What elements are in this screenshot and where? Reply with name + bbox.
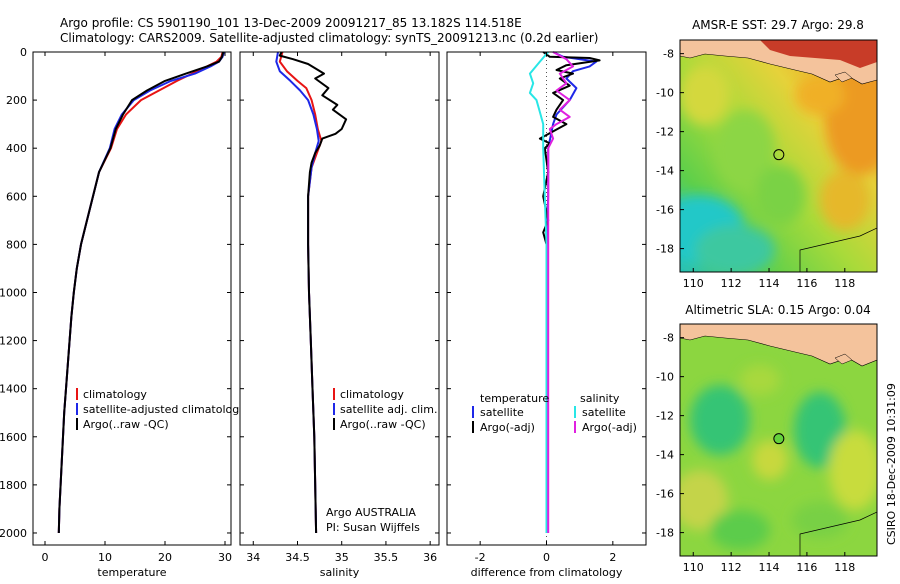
argo-position-marker xyxy=(773,149,785,161)
y-tick-label: 1800 xyxy=(0,479,27,492)
sla-map-coastline xyxy=(680,324,877,556)
y-tick-label: -16 xyxy=(656,204,674,217)
legend-entry: satellite xyxy=(480,406,524,419)
y-tick-label: -8 xyxy=(663,48,674,61)
x-tick-label: 114 xyxy=(759,277,780,290)
y-tick-label: -18 xyxy=(656,527,674,540)
legend-right-title: salinity xyxy=(580,392,620,405)
x-tick-label: 0 xyxy=(543,551,550,564)
profile-panel-3: -2 0 2 difference from climatology xyxy=(446,51,647,579)
profile-panel-2: 34 34.5 35 35.5 36 salinity xyxy=(239,51,440,579)
y-tick-label: 1200 xyxy=(0,335,27,348)
map-frame xyxy=(679,39,878,273)
y-tick-label: -14 xyxy=(656,449,674,462)
sst-map-coastline xyxy=(680,40,877,272)
sla-map-field xyxy=(680,324,877,556)
y-tick-label: 400 xyxy=(6,142,27,155)
y-tick-label: 1400 xyxy=(0,383,27,396)
series-line-2 xyxy=(275,51,320,534)
y-tick-label: 600 xyxy=(6,190,27,203)
y-tick-label: -10 xyxy=(656,87,674,100)
x-tick-label: 110 xyxy=(683,277,704,290)
x-tick-label: 114 xyxy=(759,561,780,574)
plot-layer: 0 10 20 30020040060080010001200140016001800… xyxy=(0,39,878,579)
y-tick-label: 200 xyxy=(6,94,27,107)
series-line-3 xyxy=(57,51,225,534)
salinity-annotation-line-2: PI: Susan Wijffels xyxy=(326,521,420,534)
x-tick-label: 10 xyxy=(98,551,112,564)
sst-map-title: AMSR-E SST: 29.7 Argo: 29.8 xyxy=(692,18,864,32)
legend-entry: satellite xyxy=(582,406,626,419)
sst-map-axes: 110 112 114 116 118 -8 -10 -12 -14 -16 -18 xyxy=(656,39,878,290)
x-tick-label: -2 xyxy=(475,551,486,564)
legend-entry: Argo(..raw -QC) xyxy=(340,418,426,431)
y-tick-label: 800 xyxy=(6,238,27,251)
series-line-1 xyxy=(545,51,598,533)
x-axis-label: difference from climatology xyxy=(471,566,623,579)
x-axis-label: temperature xyxy=(97,566,166,579)
x-tick-label: 35.5 xyxy=(374,551,399,564)
legend-entry: Argo(-adj) xyxy=(480,421,535,434)
x-tick-label: 30 xyxy=(218,551,232,564)
title-line-2: Climatology: CARS2009. Satellite-adjuste… xyxy=(60,31,598,45)
x-tick-label: 0 xyxy=(42,551,49,564)
x-axis-label: salinity xyxy=(320,566,360,579)
legend-entry: climatology xyxy=(340,388,404,401)
y-tick-label: -12 xyxy=(656,410,674,423)
y-tick-label: -12 xyxy=(656,126,674,139)
salinity-annotation-line-1: Argo AUSTRALIA xyxy=(326,506,416,519)
y-tick-label: -16 xyxy=(656,488,674,501)
x-tick-label: 34.5 xyxy=(285,551,310,564)
series-line-2 xyxy=(57,51,225,534)
x-tick-label: 112 xyxy=(721,277,742,290)
x-tick-label: 118 xyxy=(834,561,855,574)
x-tick-label: 36 xyxy=(423,551,437,564)
plot-frame xyxy=(32,51,232,546)
legend-entry: satellite adj. clim. xyxy=(340,403,437,416)
x-tick-label: 116 xyxy=(796,561,817,574)
plot-frame xyxy=(239,51,440,546)
legend-entry: Argo(-adj) xyxy=(582,421,637,434)
x-tick-label: 110 xyxy=(683,561,704,574)
y-tick-label: -14 xyxy=(656,165,674,178)
side-label: CSIRO 18-Dec-2009 10:31:09 xyxy=(885,383,898,545)
x-tick-label: 35 xyxy=(335,551,349,564)
series-line-3 xyxy=(278,51,348,534)
map-frame xyxy=(679,323,878,557)
y-tick-label: -8 xyxy=(663,332,674,345)
x-tick-label: 112 xyxy=(721,561,742,574)
y-tick-label: -18 xyxy=(656,243,674,256)
legend-entry: climatology xyxy=(83,388,147,401)
title-line-1: Argo profile: CS 5901190_101 13-Dec-2009… xyxy=(60,16,522,30)
x-tick-label: 118 xyxy=(834,277,855,290)
legend-entry: Argo(..raw -QC) xyxy=(83,418,169,431)
y-tick-label: 1600 xyxy=(0,431,27,444)
x-tick-label: 34 xyxy=(246,551,260,564)
x-tick-label: 116 xyxy=(796,277,817,290)
legend-entry: satellite-adjusted climatolog xyxy=(83,403,239,416)
series-line-3 xyxy=(528,51,549,533)
y-tick-label: 2000 xyxy=(0,527,27,540)
argo-position-marker xyxy=(773,433,785,445)
series-line-4 xyxy=(547,51,574,533)
y-tick-label: -10 xyxy=(656,371,674,384)
legend-left-title: temperature xyxy=(480,392,549,405)
x-tick-label: 2 xyxy=(609,551,616,564)
series-line-1 xyxy=(57,51,224,534)
profile-panel-1: 0 10 20 30 0 200 400 600 800 1000 1200 1400 1600 1800… xyxy=(0,46,232,579)
x-tick-label: 20 xyxy=(158,551,172,564)
y-tick-label: 1000 xyxy=(0,286,27,299)
sla-map-axes: 110 112 114 116 118 -8 -10 -12 -14 -16 -18 xyxy=(656,323,878,574)
sla-map-title: Altimetric SLA: 0.15 Argo: 0.04 xyxy=(685,303,870,317)
y-tick-label: 0 xyxy=(20,46,27,59)
